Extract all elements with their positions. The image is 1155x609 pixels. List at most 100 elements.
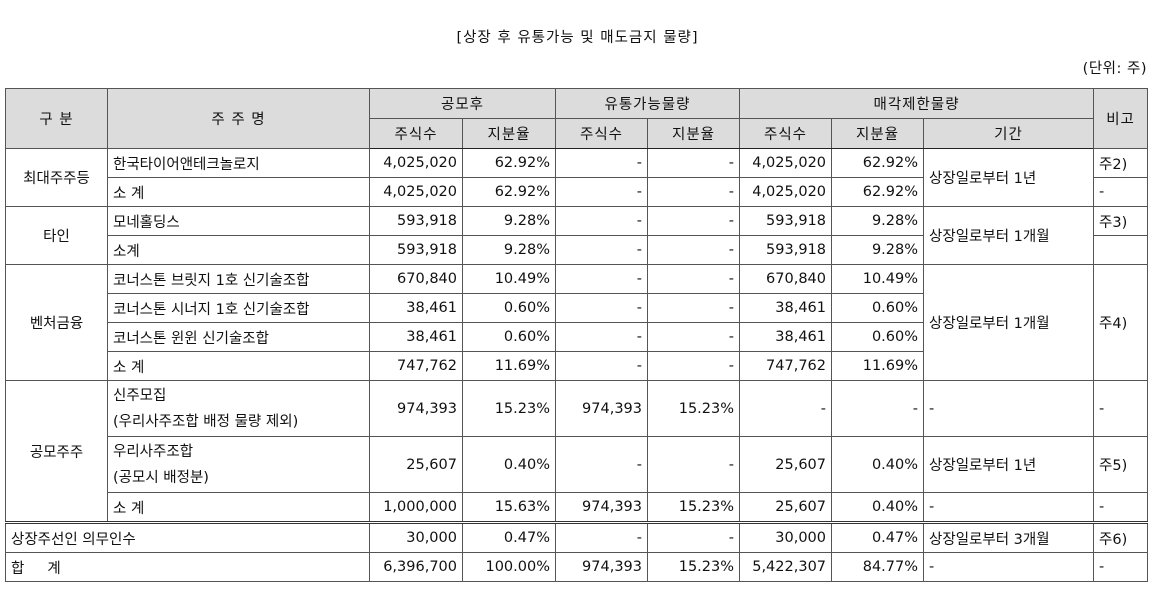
- after-ratio: 0.60%: [462, 293, 556, 323]
- tradable-shares: -: [555, 235, 648, 265]
- holder-name: 코너스톤 브릿지 1호 신기술조합: [107, 264, 370, 294]
- header-holder: 주 주 명: [107, 88, 370, 149]
- restricted-ratio: 0.40%: [831, 492, 925, 523]
- restricted-shares: 25,607: [739, 436, 833, 493]
- holder-name: 소 계: [107, 492, 370, 523]
- table-row: 상장주선인 의무인수 30,000 0.47% - - 30,000 0.47%…: [5, 521, 1149, 553]
- restricted-ratio: 84.77%: [831, 552, 925, 582]
- note-cell: -: [1093, 492, 1149, 523]
- holder-name: 우리사주조합 (공모시 배정분): [107, 436, 370, 493]
- after-ratio: 100.00%: [462, 552, 556, 582]
- header-shares: 주식수: [739, 118, 833, 149]
- restricted-ratio: 11.69%: [831, 351, 925, 381]
- restricted-shares: 4,025,020: [739, 148, 833, 178]
- table-title: [상장 후 유통가능 및 매도금지 물량]: [456, 30, 699, 46]
- tradable-ratio: -: [646, 351, 741, 381]
- table-row: 벤처금융 코너스톤 브릿지 1호 신기술조합 670,840 10.49% - …: [5, 264, 1149, 381]
- after-shares: 1,000,000: [369, 492, 463, 523]
- tradable-ratio: -: [646, 436, 741, 493]
- table-row: 소 계 747,762 11.69% - - 747,762 11.69%: [6, 351, 1148, 381]
- header-ratio: 지분율: [646, 118, 741, 149]
- tradable-shares: -: [555, 322, 648, 352]
- tradable-ratio: -: [646, 235, 741, 265]
- tradable-ratio: -: [646, 521, 741, 553]
- tradable-shares: -: [555, 521, 648, 553]
- tradable-shares: -: [555, 206, 648, 236]
- after-shares: 4,025,020: [369, 148, 463, 178]
- tradable-shares: -: [555, 293, 648, 323]
- restricted-ratio: 9.28%: [831, 235, 925, 265]
- header-shares: 주식수: [555, 118, 648, 149]
- tradable-shares: -: [555, 436, 648, 493]
- after-ratio: 62.92%: [462, 148, 556, 178]
- group-label: 벤처금융: [5, 264, 108, 381]
- table-row: 소 계 1,000,000 15.63% 974,393 15.23% 25,6…: [6, 492, 1149, 523]
- table-row: 소 계 4,025,020 62.92% - - 4,025,020 62.92…: [6, 177, 1149, 207]
- unit-label: (단위: 주): [1082, 61, 1147, 77]
- note-cell: -: [1093, 552, 1149, 582]
- restricted-shares: 30,000: [739, 521, 833, 553]
- restricted-shares: 593,918: [739, 235, 833, 265]
- after-ratio: 15.23%: [462, 380, 556, 437]
- tradable-ratio: 15.23%: [646, 552, 741, 582]
- lockup-table: 구 분 주 주 명 공모후 유통가능물량 매각제한물량 비고 주식수 지분율 주…: [5, 88, 1149, 582]
- tradable-ratio: -: [646, 264, 741, 294]
- header-note: 비고: [1093, 88, 1149, 149]
- restricted-ratio: 62.92%: [831, 148, 925, 178]
- header-after-ipo: 공모후: [369, 88, 556, 119]
- after-ratio: 0.47%: [462, 521, 556, 553]
- after-ratio: 10.49%: [462, 264, 556, 294]
- header-shares: 주식수: [369, 118, 463, 149]
- table-row: 코너스톤 시너지 1호 신기술조합 38,461 0.60% - - 38,46…: [6, 293, 1148, 323]
- table-row: 공모주주 신주모집 (우리사주조합 배정 물량 제외) 974,393 15.23…: [5, 380, 1149, 523]
- group-label: 최대주주등: [5, 148, 108, 207]
- header-period: 기간: [923, 118, 1095, 149]
- note-cell: 주5): [1093, 436, 1149, 493]
- tradable-ratio: -: [646, 148, 741, 178]
- after-shares: 974,393: [369, 380, 463, 437]
- after-shares: 593,918: [369, 206, 463, 236]
- holder-name: 소 계: [107, 351, 370, 381]
- restricted-shares: 38,461: [739, 293, 833, 323]
- restricted-shares: 670,840: [739, 264, 833, 294]
- lockup-period: 상장일로부터 1개월: [923, 206, 1095, 265]
- holder-name: 모네홀딩스: [107, 206, 370, 236]
- header-ratio: 지분율: [831, 118, 925, 149]
- header-ratio: 지분율: [462, 118, 556, 149]
- holder-name-line1: 우리사주조합: [113, 443, 194, 460]
- after-shares: 25,607: [369, 436, 463, 493]
- note-cell: -: [1093, 380, 1149, 437]
- tradable-ratio: -: [646, 206, 741, 236]
- restricted-ratio: 0.60%: [831, 322, 925, 352]
- after-shares: 38,461: [369, 322, 463, 352]
- tradable-shares: -: [555, 351, 648, 381]
- holder-name: 상장주선인 의무인수: [5, 521, 370, 553]
- restricted-shares: 747,762: [739, 351, 833, 381]
- holder-name: 코너스톤 시너지 1호 신기술조합: [107, 293, 370, 323]
- lockup-period: -: [923, 492, 1095, 523]
- tradable-ratio: -: [646, 322, 741, 352]
- holder-name: 코너스톤 윈윈 신기술조합: [107, 322, 370, 352]
- tradable-shares: 974,393: [555, 552, 648, 582]
- holder-name-line1: 신주모집: [113, 387, 167, 404]
- tradable-shares: 974,393: [555, 380, 648, 437]
- restricted-shares: 5,422,307: [739, 552, 833, 582]
- lockup-period: 상장일로부터 1년: [923, 148, 1095, 207]
- holder-name-line2: (우리사주조합 배정 물량 제외): [113, 413, 299, 430]
- holder-name: 소계: [107, 235, 370, 265]
- group-label: 공모주주: [5, 380, 108, 523]
- note-cell: 주3): [1093, 206, 1149, 236]
- note-cell: -: [1093, 177, 1149, 207]
- after-shares: 593,918: [369, 235, 463, 265]
- holder-name: 한국타이어앤테크놀로지: [107, 148, 370, 178]
- restricted-shares: 4,025,020: [739, 177, 833, 207]
- tradable-shares: -: [555, 177, 648, 207]
- after-shares: 4,025,020: [369, 177, 463, 207]
- restricted-shares: -: [739, 380, 833, 437]
- restricted-ratio: 9.28%: [831, 206, 925, 236]
- after-ratio: 11.69%: [462, 351, 556, 381]
- lockup-period: 상장일로부터 1개월: [923, 264, 1095, 381]
- note-cell: 주6): [1093, 521, 1149, 553]
- after-shares: 747,762: [369, 351, 463, 381]
- table-row: 최대주주등 한국타이어앤테크놀로지 4,025,020 62.92% - - 4…: [5, 148, 1149, 207]
